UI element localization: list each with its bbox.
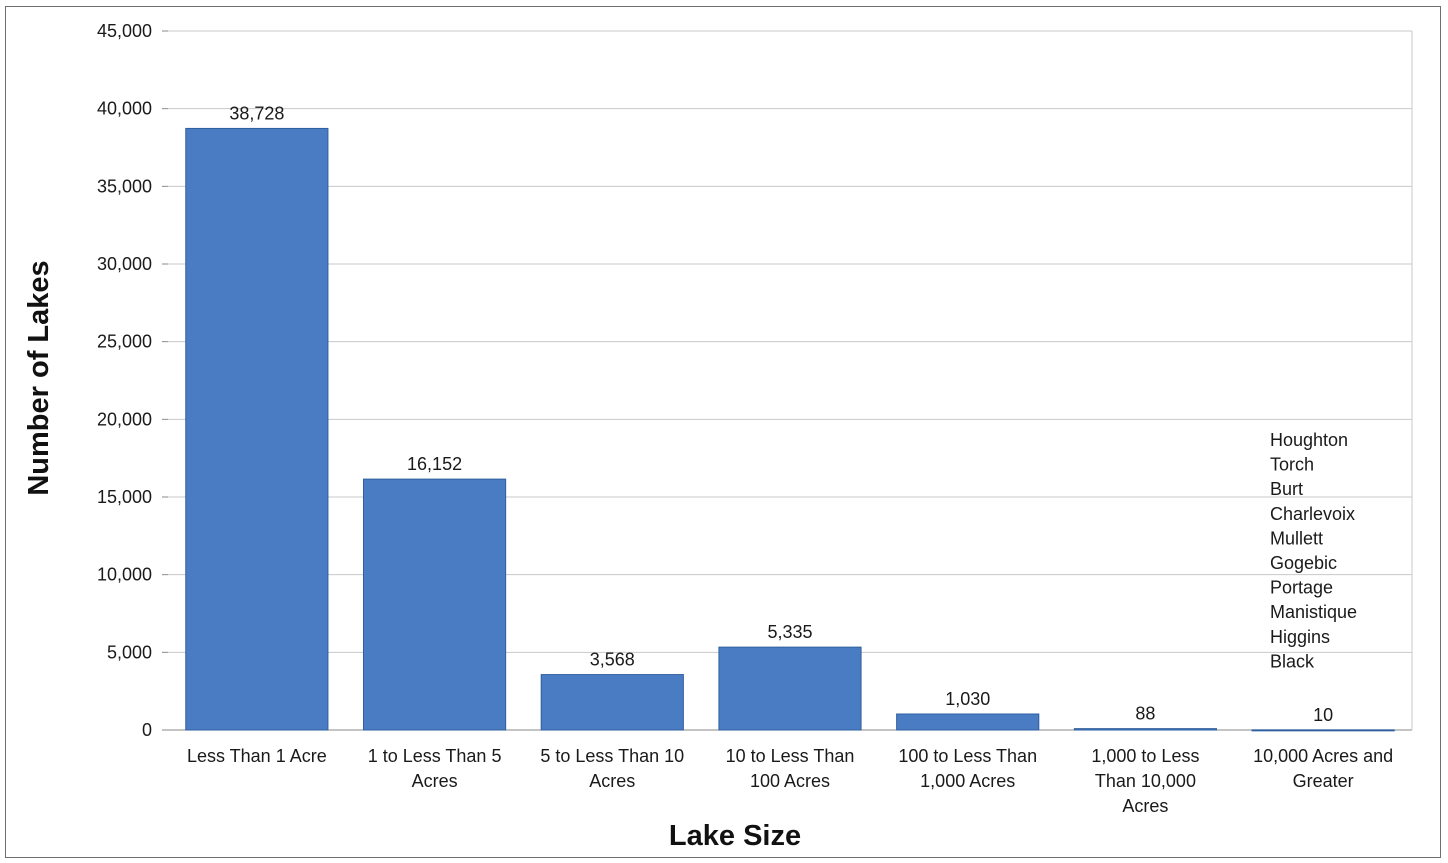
x-category-label: 1,000 to Less bbox=[1091, 746, 1199, 766]
data-label: 88 bbox=[1135, 704, 1155, 724]
data-label: 3,568 bbox=[590, 650, 635, 670]
lake-name-label: Houghton bbox=[1270, 430, 1348, 450]
x-category-label: Acres bbox=[1122, 796, 1168, 816]
x-category-label: 5 to Less Than 10 bbox=[540, 746, 684, 766]
x-category-label: 10 to Less Than bbox=[726, 746, 855, 766]
x-axis-categories: Less Than 1 Acre 1 to Less Than 5 Acres 5 t… bbox=[187, 746, 1393, 816]
x-category-label: 100 to Less Than bbox=[898, 746, 1037, 766]
y-tick-label: 30,000 bbox=[97, 254, 152, 274]
bars bbox=[185, 127, 1395, 732]
lake-name-label: Charlevoix bbox=[1270, 504, 1355, 524]
bar bbox=[1251, 729, 1395, 732]
x-category-label: Than 10,000 bbox=[1095, 771, 1196, 791]
bar bbox=[718, 646, 862, 731]
x-category-label: 1,000 Acres bbox=[920, 771, 1015, 791]
x-category-label: 10,000 Acres and bbox=[1253, 746, 1393, 766]
lake-name-label: Burt bbox=[1270, 479, 1303, 499]
y-tick-label: 45,000 bbox=[97, 21, 152, 41]
y-tick-label: 35,000 bbox=[97, 176, 152, 196]
bar bbox=[362, 478, 507, 731]
data-label: 10 bbox=[1313, 705, 1333, 725]
lake-names-annotation: Houghton Torch Burt Charlevoix Mullett Gogebi… bbox=[1270, 430, 1357, 671]
data-label: 16,152 bbox=[407, 454, 462, 474]
bar bbox=[185, 127, 329, 731]
x-category-label: 100 Acres bbox=[750, 771, 830, 791]
y-tick-label: 25,000 bbox=[97, 332, 152, 352]
y-tick-label: 5,000 bbox=[107, 642, 152, 662]
lake-name-label: Black bbox=[1270, 651, 1315, 671]
bar bbox=[1073, 728, 1218, 731]
y-axis-title: Number of Lakes bbox=[23, 260, 55, 495]
x-category-label: 1 to Less Than 5 bbox=[368, 746, 502, 766]
lake-name-label: Higgins bbox=[1270, 627, 1330, 647]
lake-name-label: Gogebic bbox=[1270, 553, 1337, 573]
lake-name-label: Manistique bbox=[1270, 602, 1357, 622]
y-tick-label: 15,000 bbox=[97, 487, 152, 507]
lake-name-label: Mullett bbox=[1270, 528, 1323, 548]
y-tick-label: 0 bbox=[142, 720, 152, 740]
x-category-label: Acres bbox=[589, 771, 635, 791]
data-label: 38,728 bbox=[229, 103, 284, 123]
bar bbox=[540, 674, 684, 731]
data-labels: 38,728 16,152 3,568 5,335 1,030 88 10 bbox=[229, 103, 1333, 724]
lake-name-label: Torch bbox=[1270, 455, 1314, 475]
lake-name-label: Portage bbox=[1270, 578, 1333, 598]
y-tick-label: 20,000 bbox=[97, 409, 152, 429]
x-category-label: Less Than 1 Acre bbox=[187, 746, 327, 766]
y-tick-label: 10,000 bbox=[97, 565, 152, 585]
x-category-label: Acres bbox=[412, 771, 458, 791]
y-axis-ticks: 0 5,000 10,000 15,000 20,000 25,000 30,000 35,0… bbox=[97, 21, 152, 740]
x-axis-title: Lake Size bbox=[669, 820, 801, 852]
data-label: 1,030 bbox=[945, 689, 990, 709]
x-category-label: Greater bbox=[1293, 771, 1354, 791]
y-tick-label: 40,000 bbox=[97, 99, 152, 119]
data-label: 5,335 bbox=[767, 622, 812, 642]
bar bbox=[896, 713, 1040, 731]
